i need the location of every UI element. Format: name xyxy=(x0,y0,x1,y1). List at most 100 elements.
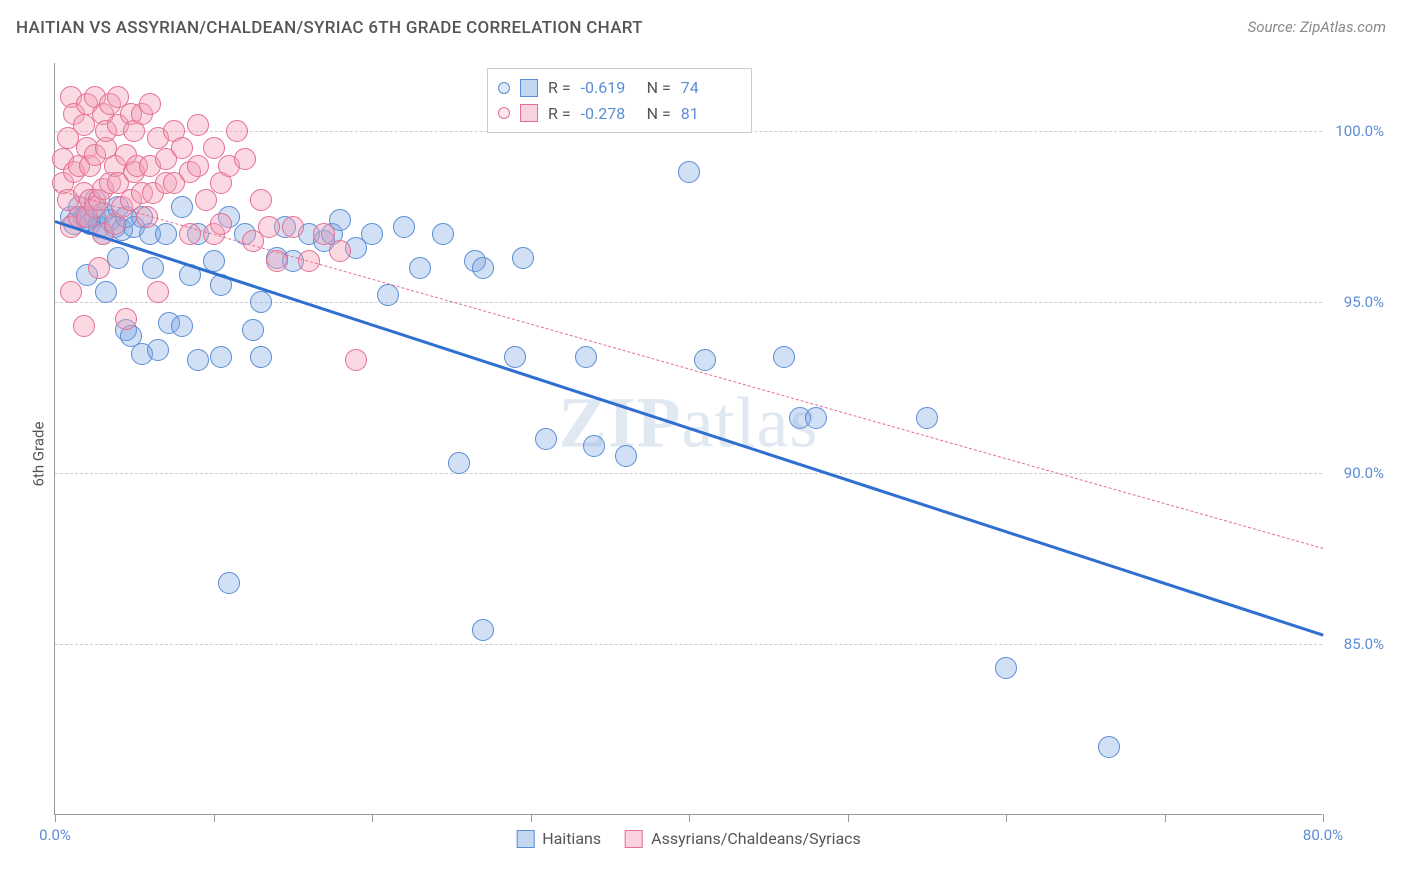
scatter-point xyxy=(171,315,193,337)
gridline-h xyxy=(55,644,1322,645)
chart-container: 6th Grade ZIPatlas R = -0.619 N = 74 R =… xyxy=(16,55,1396,875)
scatter-point xyxy=(512,247,534,269)
scatter-point xyxy=(432,223,454,245)
plot-area: ZIPatlas R = -0.619 N = 74 R = -0.278 N … xyxy=(54,63,1322,815)
scatter-point xyxy=(107,247,129,269)
legend-stats-box: R = -0.619 N = 74 R = -0.278 N = 81 xyxy=(487,68,752,133)
scatter-point xyxy=(472,619,494,641)
scatter-point xyxy=(250,189,272,211)
scatter-point xyxy=(147,281,169,303)
x-tick xyxy=(1323,814,1324,822)
scatter-point xyxy=(773,346,795,368)
scatter-point xyxy=(203,137,225,159)
trendline xyxy=(55,220,1324,636)
legend-swatch-haitians xyxy=(516,830,534,848)
x-tick xyxy=(214,814,215,822)
y-tick-label: 95.0% xyxy=(1344,293,1384,311)
scatter-point xyxy=(139,93,161,115)
x-tick xyxy=(689,814,690,822)
x-tick xyxy=(372,814,373,822)
scatter-point xyxy=(147,339,169,361)
legend-row-haitians: R = -0.619 N = 74 xyxy=(498,75,737,101)
legend-swatch-assyrians xyxy=(520,104,538,122)
scatter-point xyxy=(250,291,272,313)
trendline xyxy=(55,189,1323,549)
scatter-point xyxy=(575,346,597,368)
n-label: N = xyxy=(647,75,671,101)
scatter-point xyxy=(448,452,470,474)
scatter-point xyxy=(88,257,110,279)
gridline-h xyxy=(55,473,1322,474)
scatter-point xyxy=(345,349,367,371)
bottom-legend-assyrians: Assyrians/Chaldeans/Syriacs xyxy=(625,829,861,848)
scatter-point xyxy=(218,572,240,594)
r-label: R = xyxy=(548,101,571,127)
scatter-point xyxy=(210,346,232,368)
n-label: N = xyxy=(647,101,671,127)
scatter-point xyxy=(409,257,431,279)
x-tick xyxy=(1006,814,1007,822)
scatter-point xyxy=(329,240,351,262)
x-tick-label: 0.0% xyxy=(39,826,71,844)
scatter-point xyxy=(472,257,494,279)
scatter-point xyxy=(142,257,164,279)
bottom-legend-label: Assyrians/Chaldeans/Syriacs xyxy=(651,829,861,848)
scatter-point xyxy=(361,223,383,245)
scatter-point xyxy=(171,196,193,218)
r-value-haitians: -0.619 xyxy=(581,75,637,101)
y-axis-label: 6th Grade xyxy=(29,422,47,487)
scatter-point xyxy=(95,281,117,303)
scatter-point xyxy=(916,407,938,429)
scatter-point xyxy=(234,148,256,170)
chart-header: HAITIAN VS ASSYRIAN/CHALDEAN/SYRIAC 6TH … xyxy=(0,0,1406,48)
scatter-point xyxy=(393,216,415,238)
x-tick xyxy=(531,814,532,822)
scatter-point xyxy=(258,216,280,238)
scatter-point xyxy=(377,284,399,306)
scatter-point xyxy=(242,319,264,341)
legend-marker-haitians xyxy=(498,82,510,94)
bottom-legend-haitians: Haitians xyxy=(516,829,601,848)
scatter-point xyxy=(171,137,193,159)
scatter-point xyxy=(615,445,637,467)
scatter-point xyxy=(115,308,137,330)
scatter-point xyxy=(73,315,95,337)
bottom-legend: Haitians Assyrians/Chaldeans/Syriacs xyxy=(516,829,861,848)
scatter-point xyxy=(250,346,272,368)
scatter-point xyxy=(282,216,304,238)
scatter-point xyxy=(226,120,248,142)
source-label: Source: ZipAtlas.com xyxy=(1248,18,1386,36)
scatter-point xyxy=(535,428,557,450)
scatter-point xyxy=(313,223,335,245)
scatter-point xyxy=(583,435,605,457)
x-tick-label: 80.0% xyxy=(1303,826,1343,844)
legend-swatch-assyrians xyxy=(625,830,643,848)
y-tick-label: 85.0% xyxy=(1344,635,1384,653)
legend-marker-assyrians xyxy=(498,107,510,119)
gridline-h xyxy=(55,302,1322,303)
chart-title: HAITIAN VS ASSYRIAN/CHALDEAN/SYRIAC 6TH … xyxy=(16,18,643,38)
scatter-point xyxy=(210,213,232,235)
y-tick-label: 90.0% xyxy=(1344,464,1384,482)
scatter-point xyxy=(678,161,700,183)
r-label: R = xyxy=(548,75,571,101)
scatter-point xyxy=(60,281,82,303)
bottom-legend-label: Haitians xyxy=(542,829,601,848)
scatter-point xyxy=(187,155,209,177)
scatter-point xyxy=(1098,736,1120,758)
y-tick-label: 100.0% xyxy=(1335,122,1384,140)
r-value-assyrians: -0.278 xyxy=(581,101,637,127)
scatter-point xyxy=(694,349,716,371)
scatter-point xyxy=(504,346,526,368)
n-value-assyrians: 81 xyxy=(681,101,737,127)
x-tick xyxy=(848,814,849,822)
legend-swatch-haitians xyxy=(520,79,538,97)
scatter-point xyxy=(187,349,209,371)
x-tick xyxy=(1165,814,1166,822)
scatter-point xyxy=(155,223,177,245)
scatter-point xyxy=(995,657,1017,679)
x-tick xyxy=(55,814,56,822)
scatter-point xyxy=(195,189,217,211)
n-value-haitians: 74 xyxy=(681,75,737,101)
legend-row-assyrians: R = -0.278 N = 81 xyxy=(498,101,737,127)
